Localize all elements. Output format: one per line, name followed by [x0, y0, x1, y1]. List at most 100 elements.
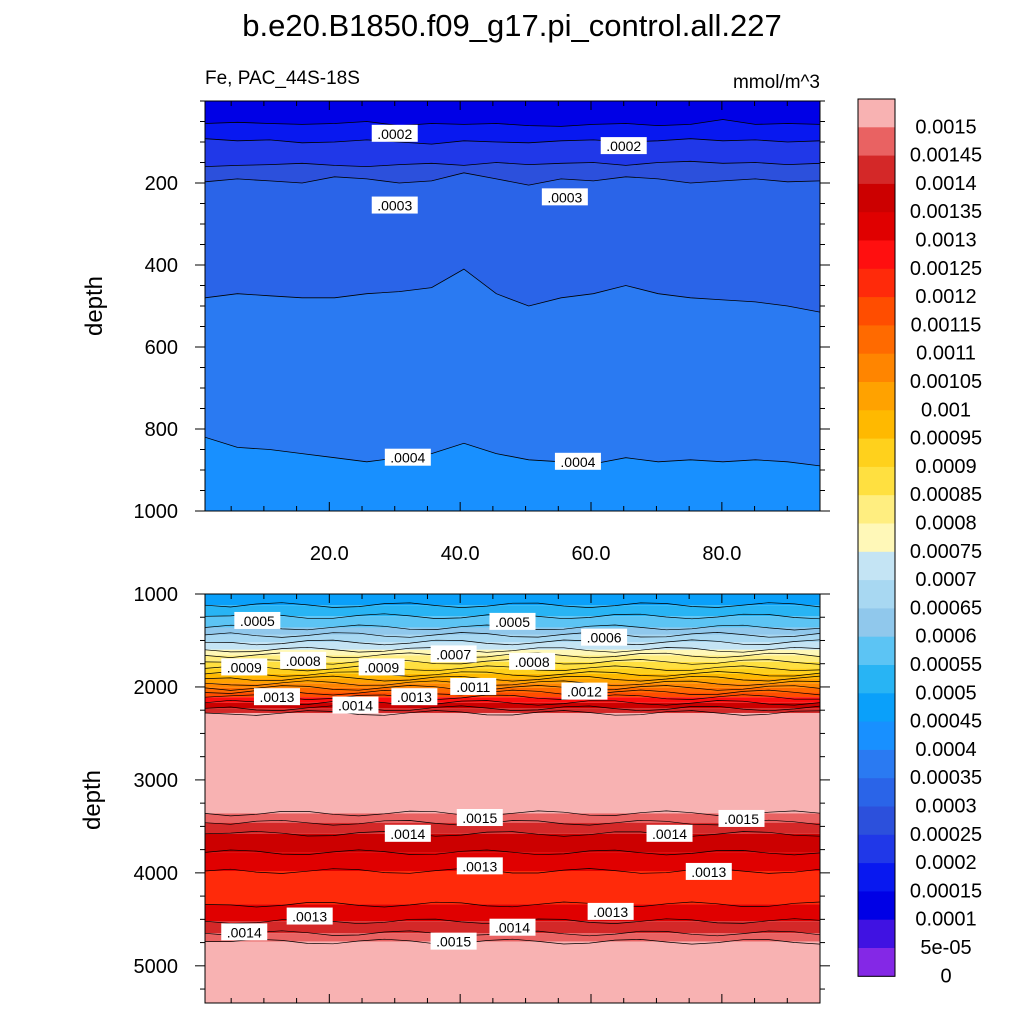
contour-label-text: .0014: [390, 826, 425, 842]
colorbar-swatch: [858, 127, 895, 156]
contour-label: .0003: [371, 196, 418, 214]
colorbar-swatch: [858, 268, 895, 298]
y-tick-label: 800: [145, 419, 178, 441]
contour-line-bottom-10: [205, 671, 820, 677]
contour-band-bottom-10: [205, 673, 820, 679]
colorbar-swatch: [858, 438, 895, 468]
colorbar-swatch: [858, 240, 895, 270]
contour-band-bottom-5: [205, 642, 820, 650]
colorbar-swatch: [858, 665, 895, 694]
contour-label-text: .0015: [724, 811, 759, 827]
contour-label-text: .0009: [364, 659, 399, 675]
contour-label-text: .0015: [436, 934, 471, 950]
colorbar-swatch: [858, 382, 895, 411]
contour-label-text: .0004: [560, 454, 595, 470]
contour-label-text: .0013: [259, 689, 294, 705]
contour-label: .0013: [685, 862, 732, 880]
contour-label: .0015: [456, 809, 503, 827]
contour-band-bottom-1: [205, 605, 820, 617]
contour-label: .0007: [430, 645, 477, 663]
contour-label-text: .0003: [377, 198, 412, 214]
colorbar-swatch: [858, 636, 895, 666]
colorbar-label: 0.001: [921, 399, 971, 421]
subtitle-left: Fe, PAC_44S-18S: [205, 68, 360, 89]
colorbar-label: 0.0013: [915, 230, 976, 252]
contour-label: .0008: [509, 652, 556, 670]
contour-band-bottom-24: [205, 904, 820, 922]
contour-label-text: .0013: [397, 689, 432, 705]
contour-line-top-3: [205, 160, 820, 168]
contour-line-bottom-13: [205, 685, 820, 691]
colorbar-swatch: [858, 863, 895, 892]
colorbar-swatch: [858, 99, 895, 128]
contour-band-bottom-15: [205, 697, 820, 703]
contour-label-text: .0003: [547, 189, 582, 205]
contour-band-bottom-3: [205, 627, 820, 635]
contour-label-text: .0007: [436, 646, 471, 662]
contour-band-bottom-27: [205, 941, 820, 1003]
colorbar-swatch: [858, 183, 895, 213]
colorbar-label: 5e-05: [920, 937, 971, 959]
colorbar-label: 0: [940, 965, 951, 987]
contour-label-text: .0008: [286, 653, 321, 669]
contour-label-text: .0014: [495, 920, 530, 936]
colorbar-label: 0.0008: [915, 513, 976, 535]
y-tick-label: 3000: [134, 770, 179, 792]
y-tick-label: 2000: [134, 677, 179, 699]
contour-label-text: .0005: [240, 613, 275, 629]
contour-band-bottom-22: [205, 852, 820, 872]
colorbar-swatch: [858, 834, 895, 864]
contour-label: .0005: [489, 612, 536, 630]
colorbar-label: 0.0007: [915, 569, 976, 591]
colorbar-swatch: [858, 325, 895, 355]
contour-line-top-5: [205, 268, 820, 313]
contour-band-bottom-26: [205, 933, 820, 942]
contour-label: .0014: [332, 696, 379, 714]
contour-label: .0006: [581, 628, 628, 646]
colorbar-label: 0.00065: [910, 597, 982, 619]
y-tick-label: 200: [145, 173, 178, 195]
contour-label-text: .0014: [338, 698, 373, 714]
contour-label-text: .0014: [227, 924, 262, 940]
colorbar: 0.0015 0.00145 0.0014 0.00135 0.0013 0.00125 0…: [857, 98, 982, 987]
plot-frame: [204, 593, 821, 1004]
y-tick-label: 5000: [134, 956, 179, 978]
contour-line-bottom-19: [205, 810, 820, 817]
colorbar-swatch: [858, 466, 895, 496]
y-tick-label: 4000: [134, 863, 179, 885]
figure-title: b.e20.B1850.f09_g17.pi_control.all.227: [242, 8, 782, 43]
contour-label: .0009: [221, 658, 268, 676]
contour-label: .0015: [718, 809, 765, 827]
contour-line-bottom-11: [205, 675, 820, 682]
contour-label: .0014: [489, 918, 536, 936]
colorbar-label: 0.00075: [910, 541, 982, 563]
colorbar-swatch: [858, 891, 895, 921]
contour-label-text: .0013: [593, 904, 628, 920]
colorbar-label: 0.00025: [910, 824, 982, 846]
contour-label: .0013: [587, 902, 634, 920]
colorbar-label: 0.00085: [910, 484, 982, 506]
bottom-contour-panel: .0005 .0005 .0006 .0007 .0009 .0008 .0009 .0008…: [134, 584, 830, 1004]
colorbar-label: 0.0011: [916, 343, 976, 365]
contour-label-text: .0015: [462, 810, 497, 826]
contour-line-top-4: [205, 172, 820, 186]
contour-line-bottom-1: [205, 602, 820, 608]
colorbar-swatch: [858, 353, 895, 383]
colorbar-swatch: [858, 212, 895, 241]
colorbar-swatch: [858, 580, 895, 609]
contour-line-top-6: [205, 436, 820, 467]
contour-label: .0012: [561, 682, 608, 700]
colorbar-label: 0.0009: [915, 456, 976, 478]
colorbar-label: 0.00055: [910, 654, 982, 676]
colorbar-swatch: [858, 551, 895, 581]
colorbar-label: 0.00015: [910, 880, 982, 902]
contour-label: .0013: [456, 857, 503, 875]
contour-label: .0013: [286, 907, 333, 925]
contour-line-bottom-20: [205, 819, 820, 826]
contour-label: .0011: [450, 677, 497, 695]
contour-band-top-5: [205, 269, 820, 511]
contour-label-text: .0009: [227, 659, 262, 675]
contour-band-bottom-9: [205, 668, 820, 674]
contour-label: .0008: [280, 651, 327, 669]
x-tick-label: 80.0: [702, 543, 741, 565]
